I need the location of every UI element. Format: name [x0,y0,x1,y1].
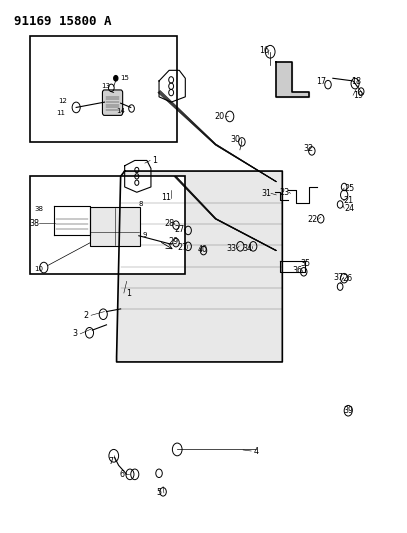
Circle shape [114,76,118,81]
Text: 13: 13 [102,83,111,89]
Text: 1: 1 [153,156,158,165]
Text: 26: 26 [342,273,352,282]
Text: 31: 31 [261,189,271,198]
Bar [30,36,177,142]
Text: 32: 32 [304,144,314,154]
Bar [30,176,185,274]
Text: 34: 34 [242,244,252,253]
Text: 15: 15 [120,75,129,80]
Text: 16: 16 [259,46,269,55]
Text: 33: 33 [227,244,237,253]
Text: 30: 30 [231,135,241,144]
Text: 18: 18 [351,77,361,86]
Text: 12: 12 [58,98,67,104]
Text: 36: 36 [292,266,302,274]
Text: 28: 28 [164,219,174,228]
Text: 21: 21 [343,196,353,205]
FancyBboxPatch shape [103,90,123,115]
Text: 22: 22 [308,215,318,224]
Text: 35: 35 [300,260,311,268]
Text: 27: 27 [177,244,188,253]
Text: 2: 2 [84,311,89,320]
Text: 4: 4 [254,447,258,456]
Text: 37: 37 [334,272,344,281]
Text: 9: 9 [142,232,147,238]
Text: 7: 7 [108,457,113,466]
Text: 27: 27 [174,225,184,234]
Text: 38: 38 [35,206,44,212]
Text: 38: 38 [30,219,39,228]
Text: 14: 14 [116,108,125,114]
Text: 40: 40 [198,245,208,254]
Text: 39: 39 [343,406,353,415]
Text: 8: 8 [138,201,142,207]
Text: 24: 24 [344,204,354,213]
Text: 10: 10 [35,266,44,272]
Text: 19: 19 [353,91,363,100]
Text: 17: 17 [317,77,326,86]
Polygon shape [276,62,309,97]
Text: 1: 1 [126,288,131,297]
FancyBboxPatch shape [90,207,140,246]
Text: 11: 11 [161,193,171,202]
Text: 25: 25 [344,183,354,192]
Text: 3: 3 [73,329,78,338]
Polygon shape [116,171,282,362]
Text: 23: 23 [279,188,289,197]
Text: 29: 29 [168,237,178,246]
Text: 11: 11 [56,110,65,116]
Text: 91169 15800 A: 91169 15800 A [13,14,111,28]
Text: 20: 20 [214,112,225,121]
Text: 5: 5 [156,488,162,497]
Text: 6: 6 [119,470,125,479]
